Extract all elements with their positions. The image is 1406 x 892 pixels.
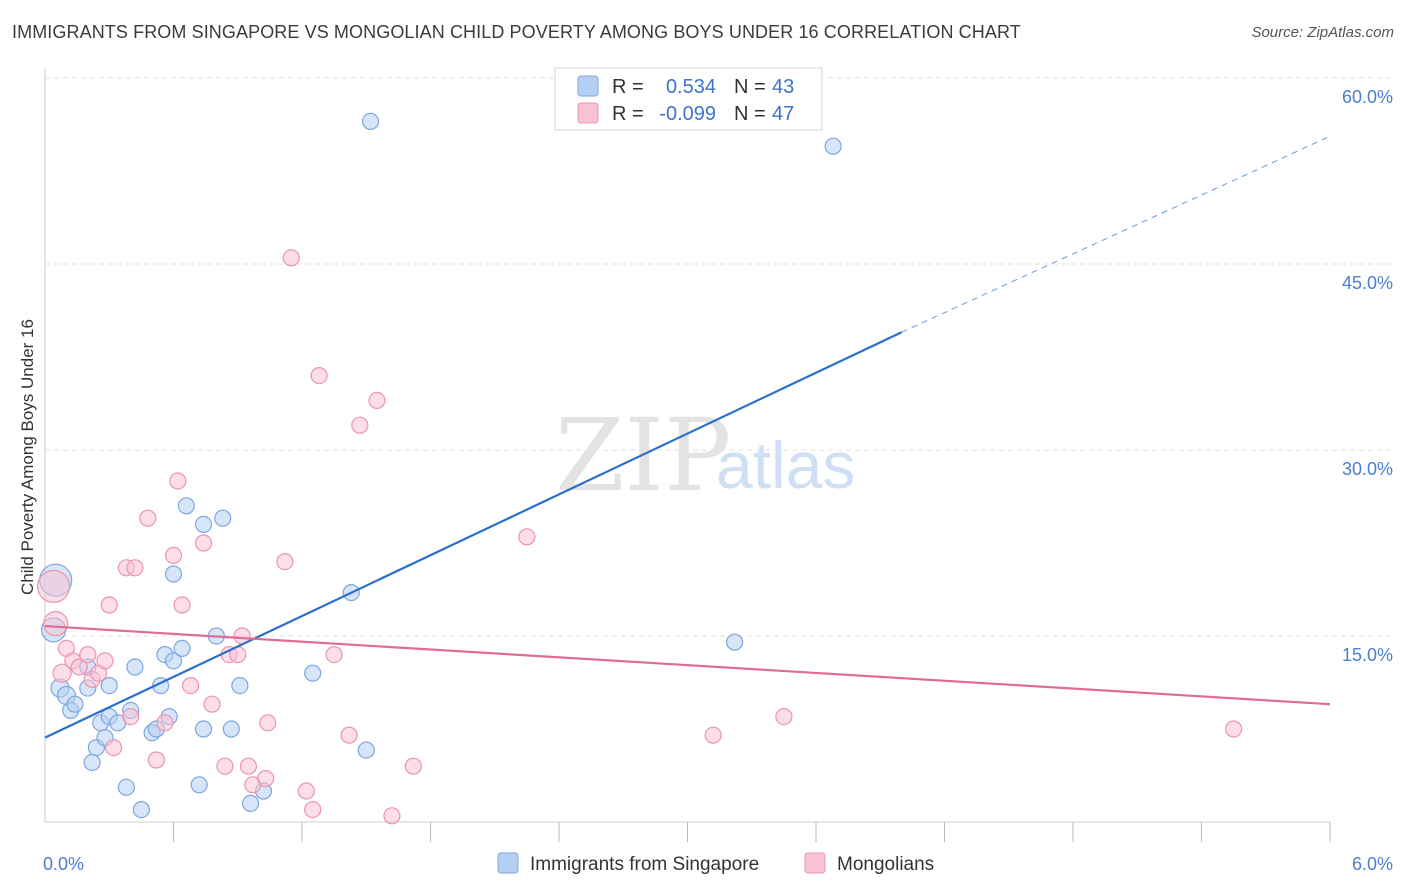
mongolian-point-39 (351, 416, 369, 434)
mongolian-point-42 (404, 757, 422, 775)
singapore-point-24 (194, 515, 213, 534)
mongolian-point-36 (310, 367, 328, 385)
mongolian-point-34 (297, 782, 315, 800)
y-tick-label-2: 45.0% (1342, 273, 1393, 293)
legend-r-label-1: R = (612, 76, 644, 98)
singapore-point-5 (66, 695, 84, 713)
mongolian-point-21 (182, 676, 200, 695)
mongolian-point-23 (203, 695, 221, 713)
legend-swatch-mongolians (577, 102, 599, 124)
legend-r-value-1: 0.534 (666, 76, 716, 98)
correlation-legend: R = 0.534 N = 43 R = -0.099 N = 47 (554, 67, 823, 131)
legend-n-label-2: N = (734, 103, 766, 125)
mongolian-point-28 (239, 757, 258, 775)
legend-n-value-2: 47 (772, 103, 794, 125)
singapore-point-20 (164, 565, 183, 583)
mongolian-point-33 (282, 249, 300, 267)
mongolian-point-46 (1225, 720, 1243, 738)
singapore-point-22 (173, 639, 191, 658)
singapore-trend-line (44, 331, 903, 739)
mongolian-point-13 (122, 707, 140, 726)
mongolian-point-19 (169, 472, 187, 490)
singapore-point-29 (222, 720, 240, 738)
mongolian-point-32 (276, 552, 294, 571)
mongolian-point-45 (775, 707, 793, 726)
mongolian-point-14 (126, 559, 144, 577)
mongolian-point-37 (325, 645, 343, 664)
mongolian-point-20 (173, 596, 191, 614)
legend-swatch-singapore (577, 75, 599, 97)
mongolian-point-5 (70, 658, 88, 676)
legend-n-label-1: N = (734, 76, 766, 98)
singapore-point-7 (83, 753, 101, 772)
singapore-point-38 (824, 137, 842, 155)
mongolian-point-9 (96, 652, 114, 670)
y-tick-label-3: 60.0% (1342, 87, 1393, 107)
singapore-point-14 (126, 658, 144, 676)
mongolian-point-15 (139, 509, 157, 527)
singapore-point-36 (361, 112, 380, 131)
singapore-point-33 (304, 664, 322, 682)
mongolian-point-35 (304, 800, 322, 819)
singapore-point-30 (231, 676, 249, 695)
mongolian-point-2 (52, 663, 72, 683)
mongolian-point-1 (43, 610, 69, 637)
mongolian-point-6 (79, 645, 97, 664)
legend-r-label-2: R = (612, 103, 644, 125)
mongolian-point-18 (164, 546, 183, 565)
source-credit: Source: ZipAtlas.com (1251, 24, 1394, 41)
singapore-point-26 (190, 776, 208, 794)
y-axis-label: Child Poverty Among Boys Under 16 (18, 319, 37, 595)
grid-lines (45, 77, 1395, 637)
mongolian-point-17 (156, 714, 174, 732)
singapore-point-23 (177, 497, 195, 515)
trend-lines (44, 135, 1331, 739)
singapore-point-28 (214, 509, 232, 527)
legend-n-value-1: 43 (772, 76, 794, 98)
singapore-point-35 (357, 741, 375, 759)
chart-title: IMMIGRANTS FROM SINGAPORE VS MONGOLIAN C… (12, 22, 1021, 42)
mongolian-trend-line (44, 624, 1331, 706)
series-legend: Immigrants from Singapore Mongolians (497, 852, 934, 875)
watermark-atlas: atlas (716, 428, 855, 502)
mongolian-point-22 (194, 534, 213, 552)
mongolian-point-30 (256, 769, 275, 788)
singapore-trend-extension (901, 135, 1331, 333)
y-tick-label-0: 15.0% (1342, 645, 1393, 665)
data-points (36, 112, 1243, 825)
singapore-point-37 (726, 633, 744, 651)
mongolian-point-24 (216, 757, 234, 775)
watermark: ZIP atlas (555, 397, 855, 514)
mongolian-point-0 (36, 569, 71, 604)
mongolian-point-41 (383, 807, 401, 825)
bottom-legend-swatch-mongolians (804, 852, 826, 874)
mongolian-point-38 (340, 726, 358, 744)
mongolian-point-44 (704, 726, 722, 744)
mongolian-point-10 (100, 596, 118, 614)
y-tick-label-1: 30.0% (1342, 459, 1393, 479)
x-tick-label-1: 6.0% (1352, 854, 1393, 874)
singapore-point-21 (164, 652, 183, 670)
singapore-point-31 (242, 794, 260, 813)
singapore-point-15 (132, 800, 150, 819)
mongolian-point-16 (147, 751, 165, 769)
singapore-point-13 (117, 778, 135, 796)
mongolian-point-43 (518, 528, 536, 546)
mongolian-point-11 (104, 738, 123, 757)
bottom-legend-swatch-singapore (497, 852, 519, 874)
axes: 15.0% 30.0% 45.0% 60.0% 0.0% 6.0% (43, 68, 1393, 874)
bottom-legend-mongolians: Mongolians (837, 854, 934, 875)
x-tick-label-0: 0.0% (43, 854, 84, 874)
bottom-legend-singapore: Immigrants from Singapore (530, 854, 759, 875)
legend-r-value-2: -0.099 (659, 103, 716, 125)
mongolian-point-31 (259, 714, 277, 732)
singapore-point-25 (194, 720, 213, 738)
singapore-point-40 (100, 676, 118, 695)
mongolian-point-40 (368, 391, 386, 409)
